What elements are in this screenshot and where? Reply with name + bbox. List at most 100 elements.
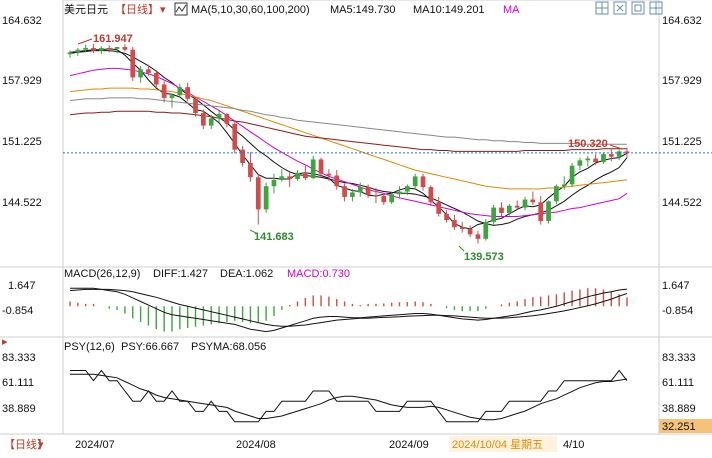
macd-title: MACD(26,12,9) [64, 268, 140, 280]
candle-body [350, 192, 355, 197]
candle-body [287, 176, 293, 180]
candle-body [248, 162, 253, 178]
psy-y-tick-right: 83.333 [662, 352, 696, 364]
candle-body [459, 227, 465, 229]
psy-y-tick: 83.333 [2, 352, 36, 364]
candle-body [428, 187, 434, 203]
psyma-value-label: PSYMA:68.056 [191, 341, 266, 353]
candle-body [506, 205, 512, 213]
candle-body [130, 49, 136, 78]
candle-body [310, 159, 316, 179]
y-tick-label: 164.632 [2, 15, 42, 27]
ma-line-ma60 [69, 87, 628, 190]
ma-params: MA(5,10,30,60,100,200) [191, 4, 310, 16]
candle-body [193, 98, 198, 114]
candle-body [279, 176, 285, 180]
period-bottom-label[interactable]: 【日线】 [4, 437, 48, 451]
candle-body [491, 207, 496, 222]
macd-y-tick: -0.854 [2, 305, 33, 317]
split-icon[interactable] [649, 1, 663, 15]
psyma-line [70, 373, 628, 421]
high-annotation: 161.947 [93, 33, 133, 45]
candle-body [475, 234, 481, 239]
psy-y-tick: 61.111 [2, 377, 34, 389]
candle-body [522, 199, 528, 208]
candle-body [373, 195, 379, 197]
grid-icon[interactable] [595, 1, 609, 15]
candle-body [99, 47, 104, 51]
macd-diff-label: DIFF:1.427 [153, 268, 208, 280]
candle-body [75, 49, 81, 53]
candle-body [365, 187, 371, 196]
candle-body [569, 165, 575, 185]
low-annotation-2: 139.573 [464, 251, 504, 263]
candle-body [561, 184, 567, 187]
high-annotation-pointer [77, 38, 93, 45]
ma10-value: MA10:149.201 [413, 4, 485, 16]
dropdown-icon[interactable]: ▾ [160, 4, 166, 16]
psy-title: PSY(12,6) [64, 341, 115, 353]
x-tick-label: 2024/07 [75, 439, 115, 451]
recent-high-annotation: 150.320 [568, 138, 608, 150]
candle-body [185, 87, 191, 99]
candle-body [436, 202, 442, 214]
ma-line-ma200 [69, 97, 627, 145]
candle-body [467, 228, 473, 235]
candle-body [334, 175, 340, 187]
pane-collapse-icon[interactable]: ▸ [2, 336, 8, 348]
candle-body [499, 207, 504, 213]
candle-body [83, 47, 89, 50]
candle-body [224, 113, 230, 124]
candle-body [381, 195, 387, 203]
y-tick-label-right: 157.929 [662, 75, 702, 87]
candle-body [326, 173, 332, 176]
candle-body [122, 47, 128, 50]
psyma-current-badge [659, 419, 712, 433]
candle-body [404, 186, 410, 192]
ma-more-label: MA [503, 4, 520, 16]
psy-line [70, 369, 628, 423]
cursor-date-label: 2024/10/04 星期五 [452, 438, 543, 451]
psy-value-label: PSY:66.667 [121, 341, 179, 353]
low-annotation-pointer [249, 229, 257, 234]
y-tick-label: 151.225 [2, 136, 42, 148]
candle-body [146, 69, 151, 73]
candle-body [153, 72, 159, 85]
macd-dea-line [69, 288, 628, 327]
main-pane-border [62, 0, 660, 268]
candle-body [208, 118, 214, 126]
fullscreen-icon[interactable] [631, 1, 645, 15]
period-bottom-dropdown-icon[interactable]: ▾ [38, 439, 44, 451]
y-tick-label-right: 151.225 [662, 136, 702, 148]
crosshair-icon[interactable] [613, 1, 627, 15]
period-label[interactable]: 【日线】 [115, 2, 159, 16]
candle-body [240, 149, 245, 163]
candle-body [530, 199, 536, 203]
candle-body [91, 47, 96, 51]
macd-y-tick: 1.647 [8, 280, 36, 292]
psy-y-tick-right: 38.889 [662, 403, 696, 415]
candle-body [161, 84, 167, 98]
candle-body [357, 187, 363, 193]
indicator-toggle-icon[interactable] [174, 2, 188, 16]
candle-body [514, 205, 520, 208]
psy-y-tick: 38.889 [2, 403, 36, 415]
low-annotation: 141.683 [254, 231, 294, 243]
indicator-line-icon [175, 4, 187, 13]
y-tick-label-right: 164.632 [662, 15, 702, 27]
candle-body [106, 47, 112, 49]
y-tick-label: 157.929 [2, 75, 42, 87]
macd-y-tick-right: 1.647 [662, 280, 690, 292]
candle-body [624, 151, 630, 153]
x-tick-label: 4/10 [563, 439, 584, 451]
candle-body [412, 176, 418, 187]
psy-plot [70, 369, 628, 423]
candle-body [302, 172, 308, 179]
macd-diff-line [70, 287, 628, 333]
candle-body [585, 158, 591, 161]
candle-body [444, 213, 449, 221]
macd-plot [69, 287, 628, 333]
candle-body [601, 154, 606, 163]
